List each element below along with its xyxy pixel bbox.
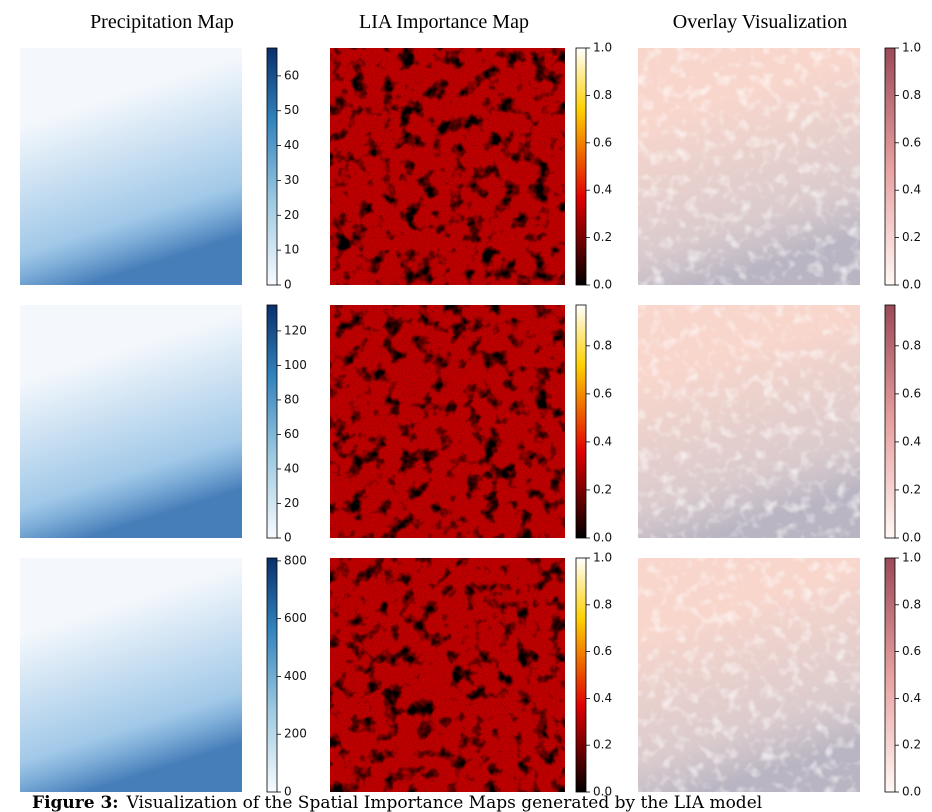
colorbar-tick-label: 0.0 [593,278,612,292]
caption-label: Figure 3: [32,793,119,812]
colorbar-tick-label: 0.2 [593,738,612,752]
colorbar-tick-label: 0.6 [902,135,921,149]
colorbar-tick-label: 0.0 [902,785,921,799]
map-spots [638,558,860,792]
heatmap [330,48,565,285]
colorbar-tick-label: 100 [284,358,307,372]
colorbar [885,558,895,792]
map-grain [330,48,565,285]
colorbar-tick-label: 0.6 [593,644,612,658]
heatmap [20,48,242,285]
colorbar-tick-label: 40 [284,461,299,475]
colorbar-tick-label: 20 [284,496,299,510]
colorbar-tick-label: 200 [284,727,307,741]
heatmap [330,558,565,792]
colorbar [576,558,586,792]
colorbar-tick-label: 60 [284,68,299,82]
caption-text: Visualization of the Spatial Importance … [126,793,763,812]
column-title: Overlay Visualization [673,11,848,33]
heatmap [20,558,242,792]
map-spots [638,305,860,538]
colorbar [885,48,895,285]
colorbar [576,48,586,285]
colorbar-tick-label: 1.0 [593,41,612,55]
colorbar [576,305,586,538]
colorbar-tick-label: 50 [284,103,299,117]
map-grain [330,305,565,538]
colorbar-tick-label: 400 [284,669,307,683]
colorbar-tick-label: 60 [284,427,299,441]
colorbar-tick-label: 600 [284,611,307,625]
colorbar-tick-label: 0.0 [902,278,921,292]
heatmap [638,558,860,792]
colorbar-tick-label: 10 [284,243,299,257]
colorbar-tick-label: 0.8 [593,597,612,611]
colorbar-tick-label: 0.8 [902,88,921,102]
heatmap [638,305,860,538]
colorbar [267,305,277,538]
colorbar-tick-label: 0.2 [902,482,921,496]
colorbar [267,558,277,792]
colorbar-tick-label: 0.4 [902,691,921,705]
heatmap [330,305,565,538]
colorbar-tick-label: 0.6 [902,386,921,400]
colorbar-tick-label: 20 [284,208,299,222]
figure: Precipitation Map LIA Importance Map Overl… [0,0,932,812]
map-spots [638,48,860,285]
colorbar-tick-label: 1.0 [593,551,612,565]
colorbar-tick-label: 0.0 [593,531,612,545]
colorbar-tick-label: 0.0 [902,531,921,545]
colorbar-tick-label: 0.8 [902,338,921,352]
colorbar-tick-label: 40 [284,138,299,152]
colorbar-tick-label: 0.6 [593,386,612,400]
colorbar-tick-label: 0.2 [593,482,612,496]
column-title: LIA Importance Map [359,11,529,33]
column-title: Precipitation Map [90,11,234,33]
colorbar-tick-label: 0.8 [902,597,921,611]
colorbar-tick-label: 0.6 [593,135,612,149]
colorbar-tick-label: 0.4 [593,691,612,705]
colorbar [885,305,895,538]
colorbar-tick-label: 0.2 [902,230,921,244]
colorbar-tick-label: 120 [284,323,307,337]
colorbar-tick-label: 0.2 [902,738,921,752]
colorbar-tick-label: 0.2 [593,230,612,244]
colorbar-tick-label: 0.4 [593,183,612,197]
colorbar-tick-label: 0 [284,531,292,545]
map-shade [20,48,242,285]
colorbar-tick-label: 0.4 [902,183,921,197]
map-shade [20,558,242,792]
colorbar-tick-label: 0.8 [593,88,612,102]
colorbar [267,48,277,285]
colorbar-tick-label: 800 [284,553,307,567]
colorbar-tick-label: 1.0 [902,41,921,55]
caption: Figure 3: Visualization of the Spatial Im… [32,793,762,812]
colorbar-tick-label: 0.4 [593,434,612,448]
map-grain [330,558,565,792]
colorbar-tick-label: 0 [284,278,292,292]
heatmap [20,305,242,538]
map-shade [20,305,242,538]
colorbar-tick-label: 0.4 [902,434,921,448]
colorbar-tick-label: 1.0 [902,551,921,565]
heatmap [638,48,860,285]
colorbar-tick-label: 30 [284,173,299,187]
colorbar-tick-label: 80 [284,392,299,406]
colorbar-tick-label: 0.6 [902,644,921,658]
colorbar-tick-label: 0.8 [593,338,612,352]
